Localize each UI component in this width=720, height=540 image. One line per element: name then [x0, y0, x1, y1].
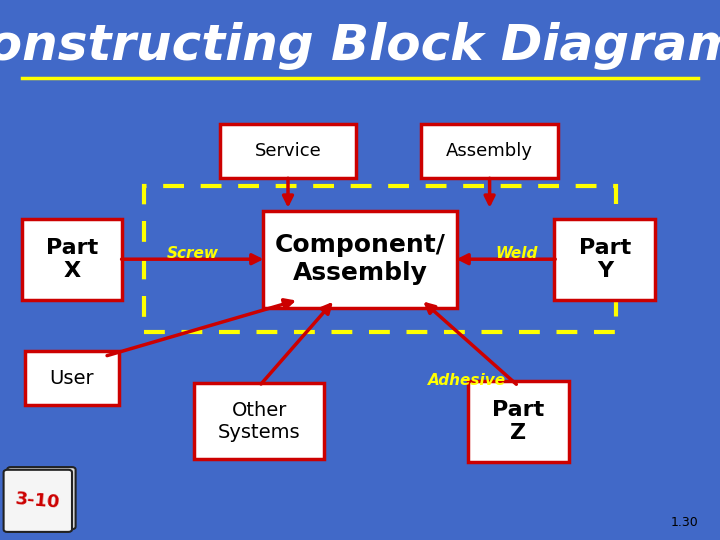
FancyBboxPatch shape: [7, 467, 76, 529]
FancyBboxPatch shape: [263, 211, 457, 308]
Text: Part
X: Part X: [46, 238, 98, 281]
Text: 3-10: 3-10: [15, 490, 61, 512]
Text: Weld: Weld: [496, 246, 538, 261]
Text: Part
Z: Part Z: [492, 400, 544, 443]
FancyBboxPatch shape: [4, 470, 72, 532]
Bar: [144, 186, 616, 332]
FancyBboxPatch shape: [25, 351, 119, 405]
Text: Other
Systems: Other Systems: [218, 401, 300, 442]
Text: Screw: Screw: [167, 246, 219, 261]
Text: Constructing Block Diagrams: Constructing Block Diagrams: [0, 22, 720, 70]
FancyBboxPatch shape: [421, 124, 558, 178]
FancyBboxPatch shape: [194, 383, 324, 459]
Text: Component/
Assembly: Component/ Assembly: [274, 233, 446, 285]
FancyBboxPatch shape: [22, 219, 122, 300]
Text: Service: Service: [255, 142, 321, 160]
FancyBboxPatch shape: [554, 219, 655, 300]
Text: Adhesive: Adhesive: [428, 373, 505, 388]
FancyBboxPatch shape: [468, 381, 569, 462]
FancyBboxPatch shape: [220, 124, 356, 178]
Text: Assembly: Assembly: [446, 142, 533, 160]
Text: 1.30: 1.30: [670, 516, 698, 529]
Text: User: User: [50, 368, 94, 388]
Text: Part
Y: Part Y: [579, 238, 631, 281]
